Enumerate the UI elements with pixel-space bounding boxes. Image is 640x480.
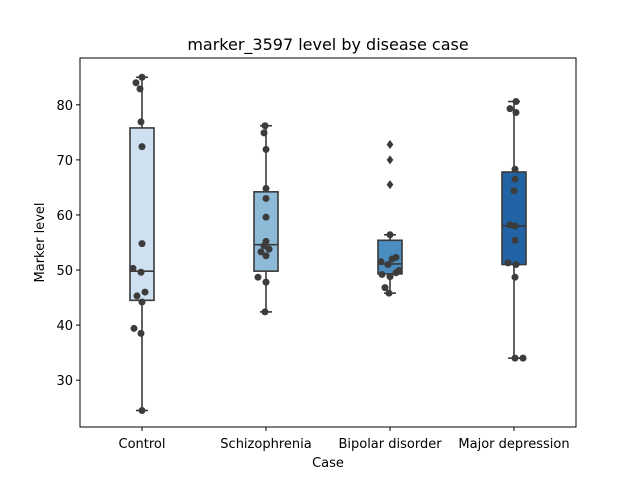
data-point xyxy=(384,261,392,269)
data-point xyxy=(138,73,146,81)
data-point xyxy=(512,109,520,117)
data-point xyxy=(506,105,514,113)
data-point xyxy=(136,85,144,93)
data-point xyxy=(133,292,141,300)
x-tick-label: Schizophrenia xyxy=(220,437,311,452)
data-point xyxy=(511,236,519,244)
data-point xyxy=(386,231,394,239)
data-point xyxy=(511,222,519,230)
data-point xyxy=(512,261,520,269)
data-point xyxy=(254,273,262,281)
data-point xyxy=(138,406,146,414)
y-tick-label: 30 xyxy=(56,374,73,389)
data-point xyxy=(385,289,393,297)
x-axis: Control Schizophrenia Bipolar disorder Majo… xyxy=(119,427,570,452)
data-point xyxy=(257,248,265,256)
x-tick-label: Control xyxy=(119,437,166,452)
y-tick-label: 50 xyxy=(56,264,73,279)
y-axis-label: Marker level xyxy=(33,203,48,283)
data-point xyxy=(129,264,137,272)
box-iqr xyxy=(253,191,279,272)
data-point xyxy=(510,187,518,195)
data-point xyxy=(137,329,145,337)
data-point xyxy=(261,308,269,316)
data-point xyxy=(262,252,270,260)
data-point xyxy=(138,298,146,306)
data-point xyxy=(511,354,519,362)
data-point xyxy=(260,242,268,250)
data-point xyxy=(130,324,138,332)
data-point xyxy=(504,259,512,267)
data-point xyxy=(132,79,140,87)
data-point xyxy=(138,143,146,151)
data-point xyxy=(381,284,389,292)
data-point xyxy=(512,98,520,106)
data-point xyxy=(519,354,527,362)
y-tick-label: 80 xyxy=(56,99,73,114)
y-axis: 30 40 50 60 70 80 xyxy=(56,99,80,389)
data-point xyxy=(386,273,394,281)
data-point xyxy=(388,255,396,263)
data-point xyxy=(392,269,400,277)
data-point xyxy=(262,278,270,286)
data-point xyxy=(262,213,270,221)
outlier-marker xyxy=(386,180,394,190)
data-point xyxy=(262,194,270,202)
data-point xyxy=(141,288,149,296)
data-point xyxy=(377,258,385,266)
data-point xyxy=(260,129,268,137)
data-point xyxy=(511,165,519,173)
data-points xyxy=(129,73,527,414)
outlier-marker xyxy=(386,155,394,165)
data-point xyxy=(137,118,145,126)
x-axis-label: Case xyxy=(312,456,344,471)
data-point xyxy=(138,240,146,248)
x-tick-label: Bipolar disorder xyxy=(338,437,442,452)
data-point xyxy=(262,185,270,193)
data-point xyxy=(262,145,270,153)
y-tick-label: 70 xyxy=(56,154,73,169)
y-tick-label: 40 xyxy=(56,319,73,334)
data-point xyxy=(137,268,145,276)
plot-area xyxy=(79,57,577,428)
data-point xyxy=(511,175,519,183)
x-tick-label: Major depression xyxy=(458,437,569,452)
outlier-marker xyxy=(386,139,394,149)
data-point xyxy=(265,245,273,253)
data-point xyxy=(511,273,519,281)
box-iqr xyxy=(501,171,527,266)
chart-title: marker_3597 level by disease case xyxy=(187,35,468,55)
data-point xyxy=(378,270,386,278)
data-point xyxy=(261,122,269,130)
y-tick-label: 60 xyxy=(56,209,73,224)
